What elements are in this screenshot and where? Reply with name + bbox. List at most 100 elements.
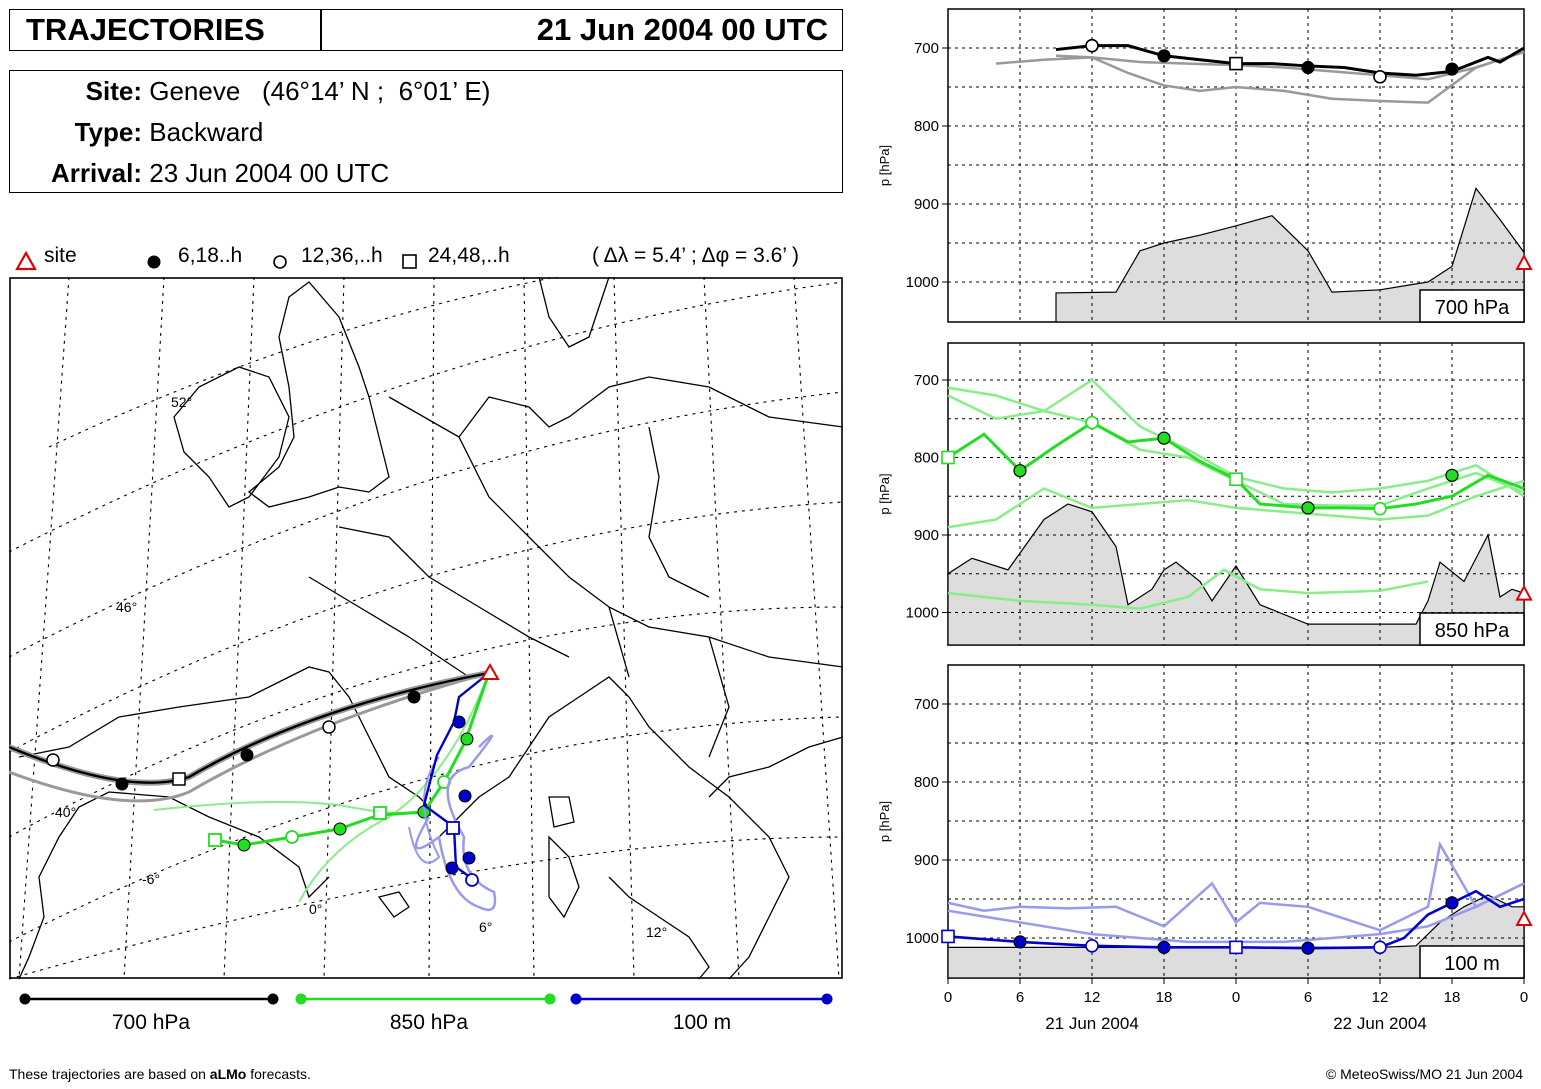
x-tick-label: 18 bbox=[1156, 989, 1173, 1006]
profile-panel-2: 700 800 900 1000 p [hPa] 100 m 0 6 12 18 0 6 12 18 0 21… bbox=[877, 664, 1533, 1033]
y-tick-label: 800 bbox=[914, 118, 939, 135]
site-triangle-icon bbox=[15, 250, 37, 271]
footer-note-post: forecasts. bbox=[246, 1066, 311, 1082]
title-box: TRAJECTORIES 21 Jun 2004 00 UTC bbox=[9, 9, 843, 51]
x-date-label: 22 Jun 2004 bbox=[1333, 1014, 1427, 1033]
open-square-icon bbox=[402, 254, 417, 269]
type-key: Type: bbox=[74, 117, 142, 147]
marker-open bbox=[1373, 70, 1387, 84]
x-tick-label: 0 bbox=[1232, 989, 1240, 1006]
map-marker-square bbox=[208, 833, 222, 847]
map-site-triangle bbox=[480, 662, 500, 680]
map-marker-filled bbox=[333, 822, 347, 836]
x-tick-label: 18 bbox=[1444, 989, 1461, 1006]
lon-label-m6: -6° bbox=[142, 871, 160, 887]
marker-open bbox=[1085, 415, 1099, 430]
y-axis-label: p [hPa] bbox=[877, 145, 892, 186]
map-marker-filled bbox=[445, 861, 459, 875]
marker-filled bbox=[1157, 49, 1171, 63]
map-marker-filled bbox=[115, 777, 129, 791]
map-marker-filled bbox=[240, 748, 254, 762]
arrival-key: Arrival: bbox=[50, 158, 142, 188]
forecast-date: 21 Jun 2004 00 UTC bbox=[536, 12, 828, 47]
legend-dot bbox=[544, 993, 556, 1005]
footer-model: aLMo bbox=[209, 1066, 247, 1082]
x-tick-label: 6 bbox=[1304, 989, 1312, 1006]
panel-label: 100 m bbox=[1444, 953, 1500, 975]
marker-open bbox=[1085, 938, 1099, 953]
footer-note: These trajectories are based on aLMo for… bbox=[9, 1066, 311, 1082]
site-value: Geneve (46°14’ N ; 6°01’ E) bbox=[149, 76, 491, 106]
x-date-label: 21 Jun 2004 bbox=[1045, 1014, 1139, 1033]
x-tick-label: 0 bbox=[944, 989, 952, 1006]
panel-label: 700 hPa bbox=[1435, 297, 1510, 319]
panel-label-box bbox=[1419, 289, 1525, 323]
profile-panel-0: 700 800 900 1000 p [hPa] 700 hPa bbox=[877, 8, 1533, 323]
graticule-labels: 52° 46° 40° -6° 0° 6° 12° bbox=[55, 394, 667, 940]
page-title: TRAJECTORIES bbox=[26, 12, 265, 47]
ensemble-line bbox=[947, 479, 1525, 529]
marker-square bbox=[1229, 940, 1243, 955]
x-tick-label: 0 bbox=[1520, 989, 1528, 1006]
marker-filled bbox=[1301, 60, 1315, 75]
legend-label-700: 700 hPa bbox=[112, 1011, 191, 1034]
site-triangle-icon bbox=[1515, 253, 1533, 271]
coastlines bbox=[18, 277, 844, 980]
legend-square: 24,48,..h bbox=[428, 244, 510, 267]
legend-resolution: ( Δλ = 5.4’ ; Δφ = 3.6’ ) bbox=[592, 244, 800, 267]
map-frame bbox=[9, 277, 843, 979]
marker-filled bbox=[1445, 468, 1459, 482]
lat-label-40: 40° bbox=[55, 804, 76, 820]
y-tick-label: 700 bbox=[914, 40, 939, 57]
traj-100-main bbox=[422, 672, 490, 881]
panel-label: 850 hPa bbox=[1435, 620, 1510, 642]
map-marker-square bbox=[373, 806, 387, 820]
marker-filled bbox=[1301, 941, 1315, 955]
legend-open: 12,36,..h bbox=[301, 244, 383, 267]
y-tick-label: 700 bbox=[914, 696, 939, 713]
pressure-profile-charts: 700 800 900 1000 p [hPa] 700 hPa 700 800 900 1000… bbox=[877, 8, 1533, 1033]
traj-850-ensemble bbox=[298, 672, 490, 903]
traj-700-ensemble bbox=[9, 671, 490, 803]
trajectory-legend: 700 hPa 850 hPa 100 m bbox=[19, 993, 833, 1034]
footer-note-pre: These trajectories are based on bbox=[9, 1066, 210, 1082]
lon-label-12: 12° bbox=[646, 924, 667, 940]
marker-filled bbox=[1301, 501, 1315, 515]
map-marker-square bbox=[446, 821, 460, 835]
legend-label-850: 850 hPa bbox=[390, 1011, 469, 1034]
lat-label-52: 52° bbox=[171, 394, 192, 410]
y-tick-label: 1000 bbox=[906, 274, 939, 291]
terrain-area bbox=[1055, 187, 1525, 323]
map-marker-filled bbox=[462, 851, 476, 865]
legend-dot bbox=[821, 993, 833, 1005]
ensemble-line bbox=[947, 840, 1525, 932]
marker-square bbox=[1229, 472, 1243, 487]
map-marker-filled bbox=[237, 838, 251, 852]
site-triangle-icon bbox=[1515, 909, 1533, 927]
type-value: Backward bbox=[149, 117, 264, 147]
ensemble-line bbox=[947, 568, 1429, 610]
marker-filled bbox=[1157, 940, 1171, 954]
marker-open bbox=[1373, 940, 1387, 955]
y-tick-label: 900 bbox=[914, 852, 939, 869]
y-tick-label: 700 bbox=[914, 372, 939, 389]
map-marker-filled bbox=[460, 732, 474, 746]
x-tick-label: 12 bbox=[1372, 989, 1389, 1006]
open-circle-icon bbox=[273, 255, 287, 269]
legend-dot bbox=[295, 993, 307, 1005]
marker-open bbox=[1373, 501, 1387, 516]
map-marker-square bbox=[172, 772, 186, 786]
legend-filled: 6,18..h bbox=[178, 244, 243, 267]
marker-filled bbox=[1013, 935, 1027, 949]
type-row: Type: Backward bbox=[10, 117, 264, 148]
traj-700-main bbox=[9, 671, 490, 784]
marker-square bbox=[1229, 56, 1243, 71]
marker-square bbox=[941, 929, 955, 944]
lon-label-0: 0° bbox=[309, 901, 322, 917]
marker-square bbox=[941, 450, 955, 465]
map-marker-open bbox=[46, 753, 60, 767]
x-tick-label: 6 bbox=[1016, 989, 1024, 1006]
map-marker-filled bbox=[407, 690, 421, 704]
ensemble-line bbox=[1055, 50, 1525, 104]
panel-label-box bbox=[1419, 612, 1525, 646]
